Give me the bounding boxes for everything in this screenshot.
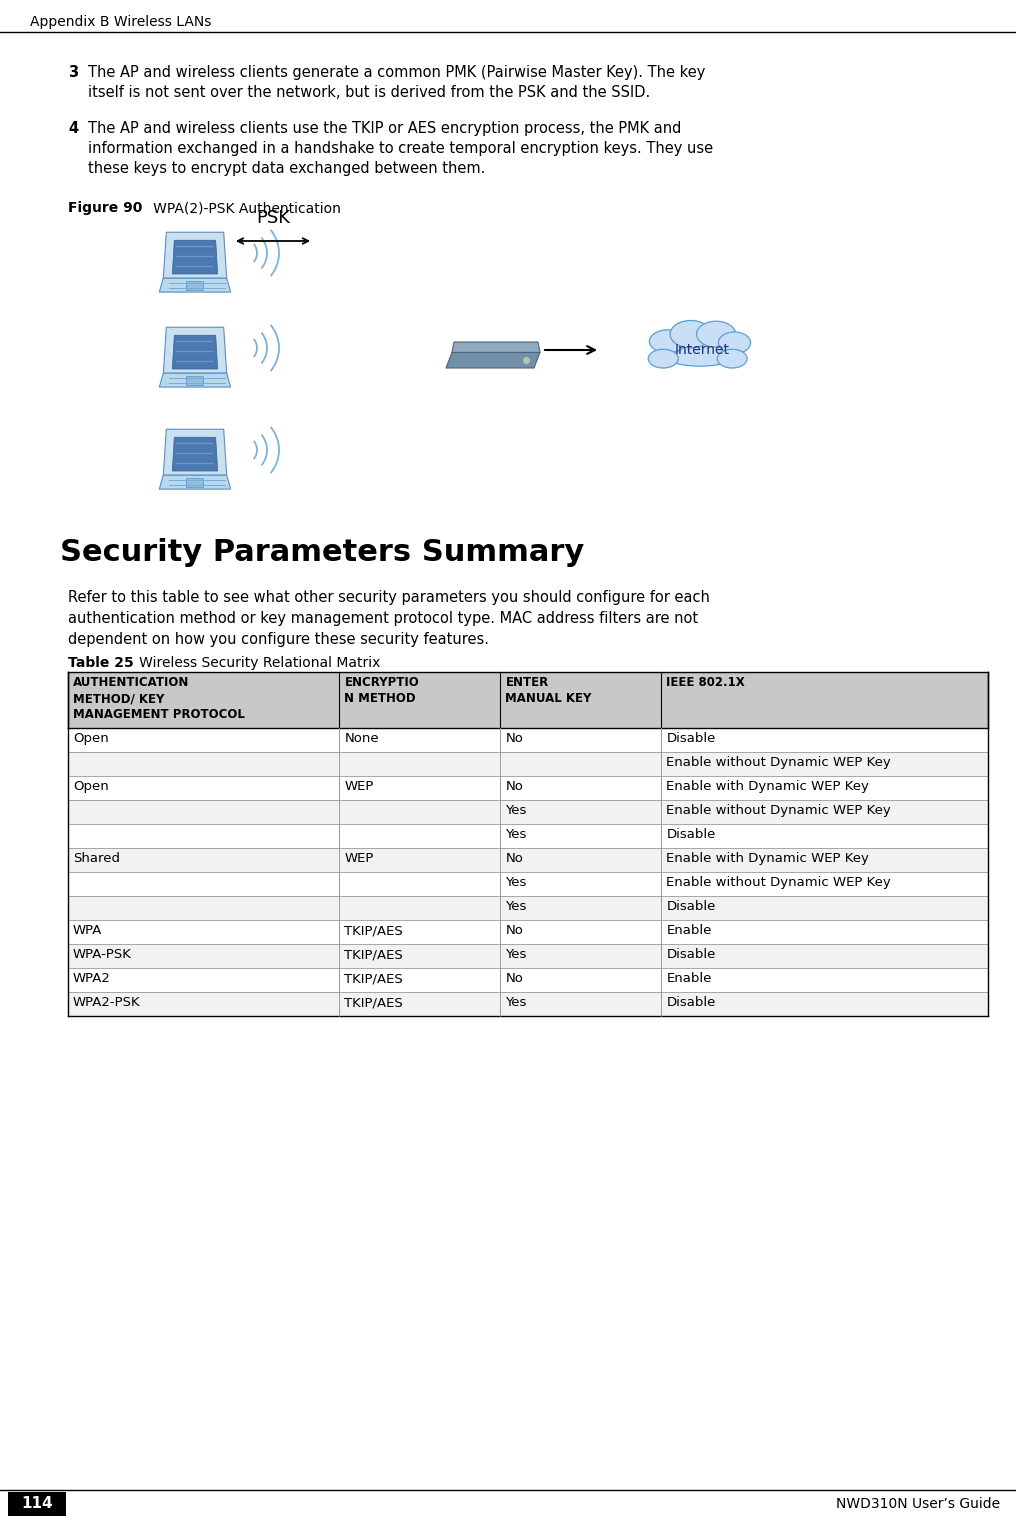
Polygon shape [452,341,539,352]
Text: Figure 90: Figure 90 [68,201,142,215]
Ellipse shape [697,322,736,347]
Text: Yes: Yes [505,876,526,888]
Text: Enable with Dynamic WEP Key: Enable with Dynamic WEP Key [666,852,870,866]
Text: Yes: Yes [505,997,526,1009]
Text: AUTHENTICATION
METHOD/ KEY
MANAGEMENT PROTOCOL: AUTHENTICATION METHOD/ KEY MANAGEMENT PR… [73,677,245,721]
Text: Enable without Dynamic WEP Key: Enable without Dynamic WEP Key [666,805,891,817]
Bar [68,872,988,896]
Text: Enable: Enable [666,972,712,985]
Text: 114: 114 [21,1497,53,1512]
Polygon shape [173,335,217,369]
Text: Disable: Disable [666,828,716,841]
Text: WPA2: WPA2 [73,972,111,985]
Bar [68,672,988,728]
Text: 4: 4 [68,120,78,136]
Bar [68,751,988,776]
Text: No: No [505,924,523,937]
Text: No: No [505,852,523,866]
Text: WPA2-PSK: WPA2-PSK [73,997,140,1009]
Text: No: No [505,972,523,985]
Text: Table 25: Table 25 [68,655,134,671]
Text: Yes: Yes [505,828,526,841]
Polygon shape [173,437,217,471]
Text: Security Parameters Summary: Security Parameters Summary [60,538,584,567]
Polygon shape [160,475,231,489]
Text: TKIP/AES: TKIP/AES [344,972,403,985]
Ellipse shape [718,332,751,354]
Bar [68,728,988,751]
Bar [68,800,988,824]
Text: NWD310N User’s Guide: NWD310N User’s Guide [836,1497,1000,1510]
Text: No: No [505,732,523,745]
Text: Disable: Disable [666,948,716,962]
Text: Yes: Yes [505,901,526,913]
Bar [68,896,988,920]
FancyBboxPatch shape [187,479,203,488]
Text: Enable without Dynamic WEP Key: Enable without Dynamic WEP Key [666,756,891,770]
Text: Enable: Enable [666,924,712,937]
Text: Yes: Yes [505,805,526,817]
Polygon shape [446,352,539,367]
Text: Open: Open [73,732,109,745]
Polygon shape [160,373,231,387]
Text: WPA-PSK: WPA-PSK [73,948,132,962]
Bar [68,968,988,992]
FancyBboxPatch shape [187,376,203,386]
Text: Shared: Shared [73,852,120,866]
Text: Enable without Dynamic WEP Key: Enable without Dynamic WEP Key [666,876,891,888]
Text: Disable: Disable [666,901,716,913]
Text: TKIP/AES: TKIP/AES [344,948,403,962]
Text: WPA: WPA [73,924,103,937]
Text: TKIP/AES: TKIP/AES [344,997,403,1009]
Text: None: None [344,732,379,745]
FancyBboxPatch shape [187,282,203,291]
Polygon shape [173,241,217,274]
Polygon shape [164,430,227,475]
Bar [68,824,988,847]
Text: WEP: WEP [344,852,374,866]
Ellipse shape [717,349,747,367]
Ellipse shape [649,329,686,354]
Polygon shape [160,277,231,293]
Text: PSK: PSK [256,209,290,227]
Text: Open: Open [73,780,109,792]
Text: The AP and wireless clients use the TKIP or AES encryption process, the PMK and
: The AP and wireless clients use the TKIP… [88,120,713,175]
Bar [68,847,988,872]
Polygon shape [164,232,227,277]
Text: TKIP/AES: TKIP/AES [344,924,403,937]
Text: Disable: Disable [666,732,716,745]
Bar [68,920,988,943]
Text: 3: 3 [68,66,78,79]
Bar [68,992,988,1017]
Text: Refer to this table to see what other security parameters you should configure f: Refer to this table to see what other se… [68,590,710,648]
Text: ENCRYPTIO
N METHOD: ENCRYPTIO N METHOD [344,677,420,706]
Text: Appendix B Wireless LANs: Appendix B Wireless LANs [30,15,211,29]
Ellipse shape [648,349,678,367]
Bar [68,776,988,800]
Text: ENTER
MANUAL KEY: ENTER MANUAL KEY [505,677,591,706]
Text: Disable: Disable [666,997,716,1009]
Text: WEP: WEP [344,780,374,792]
Bar [68,943,988,968]
Text: Yes: Yes [505,948,526,962]
Text: Wireless Security Relational Matrix: Wireless Security Relational Matrix [126,655,380,671]
Ellipse shape [657,334,743,366]
FancyBboxPatch shape [8,1492,66,1516]
Text: No: No [505,780,523,792]
Text: The AP and wireless clients generate a common PMK (Pairwise Master Key). The key: The AP and wireless clients generate a c… [88,66,705,99]
Text: IEEE 802.1X: IEEE 802.1X [666,677,745,689]
Text: Internet: Internet [675,343,729,357]
Text: WPA(2)-PSK Authentication: WPA(2)-PSK Authentication [140,201,341,215]
Ellipse shape [671,320,711,347]
Polygon shape [164,328,227,373]
Text: Enable with Dynamic WEP Key: Enable with Dynamic WEP Key [666,780,870,792]
